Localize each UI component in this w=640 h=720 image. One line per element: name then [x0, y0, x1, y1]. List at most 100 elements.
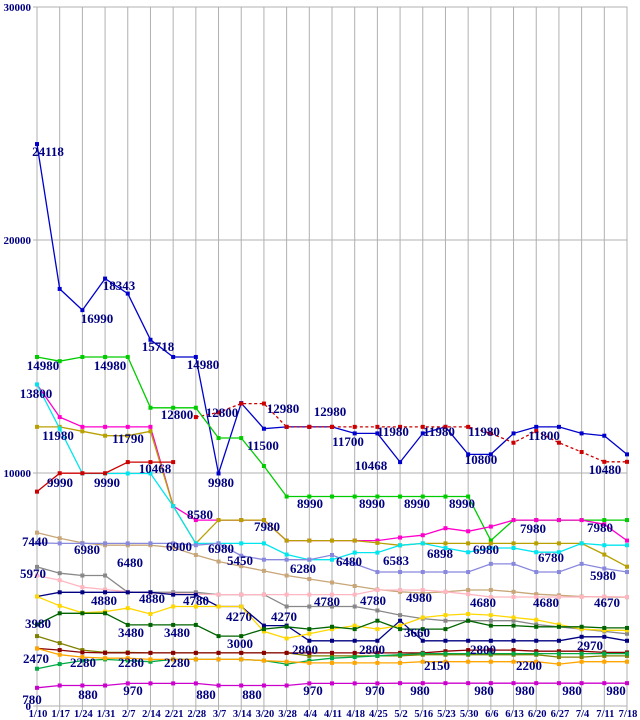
data-label: 880: [78, 687, 98, 702]
x-tick-label: 1/10: [29, 709, 48, 720]
data-label: 4680: [533, 595, 559, 610]
data-label: 11980: [468, 424, 500, 439]
data-label: 6980: [473, 542, 499, 557]
data-label: 10468: [139, 461, 172, 476]
data-label: 980: [562, 683, 582, 698]
x-tick-label: 4/18: [346, 709, 365, 720]
data-label: 6480: [117, 555, 143, 570]
data-label: 2800: [470, 642, 496, 657]
x-tick-label: 2/28: [188, 709, 207, 720]
data-label: 12980: [267, 401, 300, 416]
y-axis: 0 10000 20000 30000: [4, 2, 32, 713]
data-label: 8580: [187, 507, 213, 522]
data-label: 2470: [23, 651, 49, 666]
series-s6: [35, 382, 629, 562]
x-axis: 1/10 1/17 1/24 1/31 2/7 2/14 2/21 2/28 3/7 3/14 3/…: [29, 709, 638, 720]
x-tick-label: 2/7: [122, 709, 135, 720]
data-label: 10468: [355, 458, 388, 473]
data-label: 6780: [538, 550, 564, 565]
data-point-labels: 24118 16990 18343 15718 14980 9980 14980 14980 1…: [20, 144, 626, 707]
data-label: 2800: [359, 642, 385, 657]
series-s14: [35, 611, 629, 639]
data-label: 4880: [139, 591, 165, 606]
x-tick-label: 6/27: [551, 709, 570, 720]
data-label: 2800: [292, 642, 318, 657]
data-label: 3660: [404, 625, 430, 640]
data-label: 970: [303, 683, 323, 698]
data-label: 14980: [187, 357, 220, 372]
data-label: 7440: [22, 534, 48, 549]
data-label: 12800: [161, 407, 194, 422]
data-label: 11980: [423, 424, 455, 439]
data-label: 5980: [590, 568, 616, 583]
x-tick-label: 4/25: [369, 709, 388, 720]
x-tick-label: 2/21: [165, 709, 184, 720]
data-label: 14980: [94, 358, 127, 373]
data-label: 880: [242, 687, 262, 702]
y-tick-label: 0: [26, 701, 32, 713]
data-label: 980: [410, 683, 430, 698]
data-label: 6900: [166, 539, 192, 554]
data-label: 8990: [359, 496, 385, 511]
x-tick-label: 1/31: [97, 709, 116, 720]
data-label: 2200: [516, 658, 542, 673]
data-label: 3980: [25, 616, 51, 631]
data-label: 2150: [424, 658, 450, 673]
data-label: 2970: [577, 638, 603, 653]
data-label: 4880: [91, 593, 117, 608]
x-tick-label: 3/14: [233, 709, 252, 720]
data-label: 980: [515, 683, 535, 698]
data-label: 6980: [74, 542, 100, 557]
x-tick-label: 1/17: [51, 709, 70, 720]
data-label: 18343: [103, 278, 136, 293]
data-label: 3480: [118, 625, 144, 640]
x-tick-label: 5/30: [460, 709, 479, 720]
x-tick-label: 7/11: [596, 709, 614, 720]
data-label: 4780: [314, 594, 340, 609]
series-s9: [35, 540, 629, 575]
data-label: 15718: [142, 339, 175, 354]
x-tick-label: 4/11: [324, 709, 342, 720]
data-label: 980: [474, 683, 494, 698]
y-tick-label: 10000: [4, 468, 32, 480]
data-label: 4270: [271, 609, 297, 624]
data-label: 4980: [406, 590, 432, 605]
data-label: 970: [123, 683, 143, 698]
data-label: 8990: [449, 496, 475, 511]
data-label: 970: [365, 683, 385, 698]
data-label: 7980: [587, 520, 613, 535]
data-label: 6583: [383, 553, 410, 568]
data-label: 9990: [94, 475, 120, 490]
data-label: 6280: [290, 561, 316, 576]
x-tick-label: 3/28: [278, 709, 297, 720]
data-label: 2280: [70, 655, 96, 670]
data-label: 2280: [118, 655, 144, 670]
data-label: 11500: [247, 438, 279, 453]
data-label: 7980: [520, 521, 546, 536]
series-lines: [35, 142, 629, 690]
data-label: 5970: [20, 566, 46, 581]
data-label: 9980: [208, 475, 234, 490]
x-tick-label: 6/20: [528, 709, 547, 720]
data-label: 780: [22, 692, 42, 707]
x-tick-label: 7/4: [576, 709, 590, 720]
data-label: 5450: [227, 553, 253, 568]
data-label: 3480: [164, 625, 190, 640]
data-label: 11980: [377, 424, 409, 439]
data-label: 10480: [589, 462, 622, 477]
data-label: 2280: [164, 655, 190, 670]
data-label: 24118: [32, 144, 64, 159]
x-tick-label: 3/20: [256, 709, 275, 720]
data-label: 8990: [297, 496, 323, 511]
x-tick-label: 7/18: [619, 709, 638, 720]
x-tick-label: 5/16: [414, 709, 433, 720]
data-label: 980: [606, 683, 626, 698]
data-label: 12980: [314, 404, 347, 419]
x-tick-label: 5/23: [437, 709, 456, 720]
series-s7: [35, 460, 176, 494]
series-s19: [35, 681, 629, 690]
data-label: 11800: [528, 428, 560, 443]
